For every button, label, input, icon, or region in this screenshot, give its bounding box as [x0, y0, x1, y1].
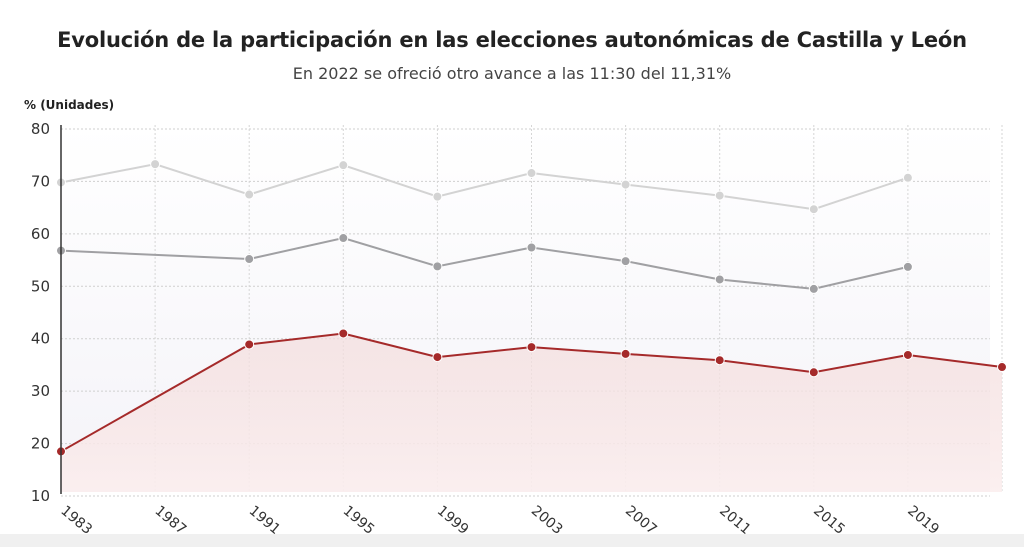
y-tick-label: 60 — [31, 225, 50, 243]
x-tick-label: 1995 — [340, 503, 378, 538]
data-point — [620, 179, 631, 190]
data-point — [997, 362, 1007, 373]
y-tick-label: 70 — [31, 172, 50, 190]
data-point — [714, 355, 725, 366]
data-point — [902, 349, 913, 360]
data-point — [808, 204, 819, 215]
x-tick-label: 1999 — [434, 503, 472, 538]
x-axis-ticks: 1983 1987 1991 1995 1999 2003 2007 2011 2015 2019 — [57, 503, 941, 538]
data-point — [338, 160, 349, 171]
series-line — [60, 163, 909, 211]
data-point — [902, 261, 913, 272]
data-point — [338, 233, 349, 244]
data-point — [808, 367, 819, 378]
data-point — [808, 283, 819, 294]
data-point — [432, 261, 443, 272]
data-point — [150, 159, 161, 170]
x-tick-label: 1991 — [246, 503, 284, 538]
series-areas — [61, 333, 1002, 492]
x-tick-label: 2003 — [528, 503, 566, 538]
bottom-bar — [0, 534, 1024, 547]
x-tick-label: 2015 — [810, 503, 848, 538]
data-point — [526, 242, 537, 253]
x-tick-label: 2011 — [716, 503, 754, 538]
y-tick-label: 80 — [31, 120, 50, 138]
data-point — [244, 339, 255, 350]
y-tick-label: 30 — [31, 382, 50, 400]
data-point — [714, 274, 725, 285]
chart-title: Evolución de la participación en las ele… — [57, 28, 967, 52]
data-point — [714, 190, 725, 201]
x-tick-label: 1983 — [57, 503, 95, 538]
data-point — [620, 256, 631, 267]
y-tick-label: 10 — [31, 487, 50, 505]
chart-subtitle: En 2022 se ofreció otro avance a las 11:… — [292, 64, 732, 83]
data-point — [432, 191, 443, 202]
data-point — [432, 352, 443, 363]
data-point — [244, 189, 255, 200]
x-tick-label: 1987 — [152, 503, 190, 538]
y-tick-label: 50 — [31, 277, 50, 295]
data-point — [620, 348, 631, 359]
y-axis-ticks: 10 20 30 40 50 60 70 80 — [31, 120, 50, 505]
data-point — [902, 172, 913, 183]
y-tick-label: 40 — [31, 330, 50, 348]
data-point — [338, 328, 349, 339]
x-tick-label: 2019 — [904, 503, 942, 538]
y-axis-unit-label: % (Unidades) — [24, 98, 115, 112]
data-point — [244, 254, 255, 265]
data-point — [526, 342, 537, 353]
series-area — [61, 333, 1002, 492]
data-point — [526, 168, 537, 179]
series-line — [60, 332, 1003, 453]
y-tick-label: 20 — [31, 435, 50, 453]
x-tick-label: 2007 — [622, 503, 660, 538]
